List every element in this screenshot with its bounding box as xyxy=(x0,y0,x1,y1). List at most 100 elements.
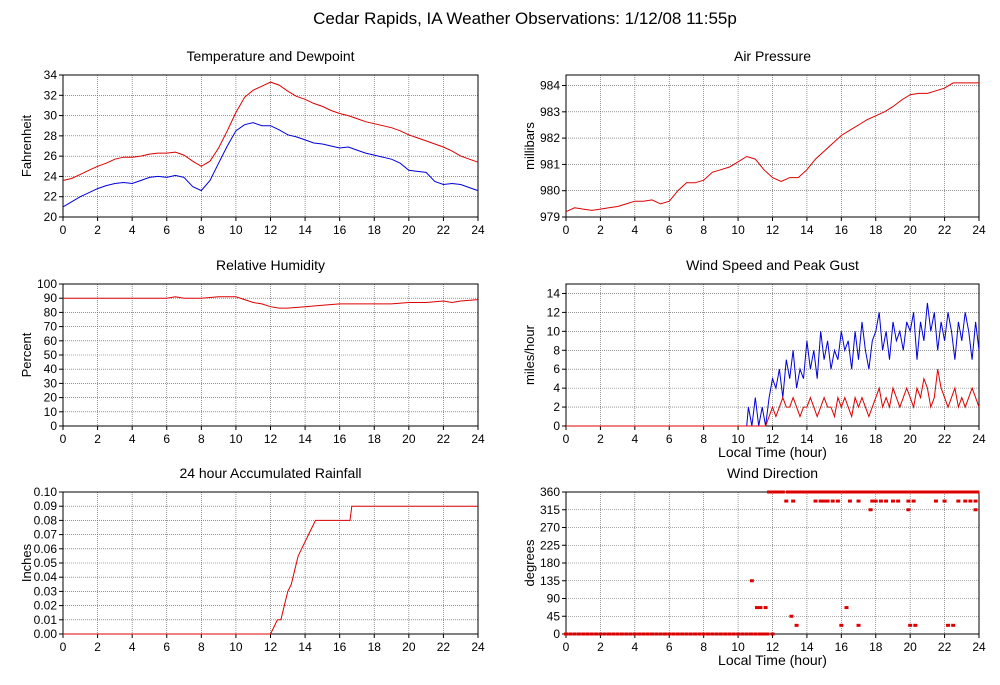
x-tick-label: 24 xyxy=(471,640,485,654)
data-point xyxy=(658,632,663,636)
x-axis-label: Local Time (hour) xyxy=(718,444,827,460)
data-point xyxy=(865,490,870,494)
data-point xyxy=(878,490,883,494)
data-point xyxy=(947,490,952,494)
data-point xyxy=(940,490,945,494)
x-tick-label: 10 xyxy=(229,640,243,654)
data-point xyxy=(770,490,775,494)
y-tick-label: 2 xyxy=(553,400,560,414)
chart-title: Temperature and Dewpoint xyxy=(186,48,354,64)
x-tick-label: 4 xyxy=(129,432,136,446)
chart-title: Relative Humidity xyxy=(216,257,325,273)
x-tick-label: 10 xyxy=(731,640,745,654)
x-axis-label: Local Time (hour) xyxy=(718,652,827,668)
x-tick-label: 8 xyxy=(198,640,205,654)
data-point xyxy=(875,490,880,494)
data-point xyxy=(973,508,978,512)
data-point xyxy=(944,490,949,494)
data-point xyxy=(671,632,676,636)
data-point xyxy=(806,490,811,494)
data-point xyxy=(615,632,620,636)
y-tick-label: 0.01 xyxy=(34,613,58,627)
data-point xyxy=(757,632,762,636)
x-tick-label: 14 xyxy=(800,432,814,446)
data-point xyxy=(837,490,842,494)
data-point xyxy=(714,632,719,636)
data-point xyxy=(667,632,672,636)
data-point xyxy=(858,490,863,494)
x-tick-label: 4 xyxy=(631,640,638,654)
series-line-1 xyxy=(566,302,980,427)
x-tick-label: 18 xyxy=(869,223,883,237)
data-point xyxy=(598,632,603,636)
data-point xyxy=(693,632,698,636)
data-point xyxy=(765,632,770,636)
y-tick-label: 0 xyxy=(50,419,57,433)
x-tick-label: 14 xyxy=(800,640,814,654)
x-tick-label: 22 xyxy=(938,432,952,446)
data-point xyxy=(909,490,914,494)
series-line-2 xyxy=(62,122,479,208)
y-tick-label: 40 xyxy=(44,362,58,376)
x-tick-label: 10 xyxy=(731,432,745,446)
x-tick-label: 18 xyxy=(368,432,382,446)
data-point xyxy=(954,490,959,494)
data-point xyxy=(963,499,968,503)
data-point xyxy=(971,490,976,494)
x-tick-label: 8 xyxy=(700,223,707,237)
data-point xyxy=(911,499,916,503)
y-tick-label: 0.08 xyxy=(34,513,58,527)
data-point xyxy=(868,508,873,512)
y-tick-label: 34 xyxy=(44,68,58,82)
x-tick-label: 4 xyxy=(631,223,638,237)
data-point xyxy=(581,632,586,636)
chart-title: Air Pressure xyxy=(734,48,811,64)
y-tick-label: 0.03 xyxy=(34,584,58,598)
data-point xyxy=(951,490,956,494)
x-tick-label: 16 xyxy=(333,432,347,446)
page-title: Cedar Rapids, IA Weather Observations: 1… xyxy=(313,9,737,28)
y-tick-label: 360 xyxy=(540,485,560,499)
x-tick-label: 2 xyxy=(94,432,101,446)
data-point xyxy=(961,490,966,494)
data-point xyxy=(927,490,932,494)
y-tick-label: 0.07 xyxy=(34,528,58,542)
x-tick-label: 14 xyxy=(298,223,312,237)
data-point xyxy=(830,490,835,494)
data-point xyxy=(906,508,911,512)
y-tick-label: 60 xyxy=(44,334,58,348)
data-point xyxy=(913,490,918,494)
data-point xyxy=(903,490,908,494)
y-tick-label: 0 xyxy=(553,627,560,641)
data-point xyxy=(723,632,728,636)
data-point xyxy=(749,579,754,583)
data-point xyxy=(718,632,723,636)
chart-title: 24 hour Accumulated Rainfall xyxy=(179,465,361,481)
data-point xyxy=(854,490,859,494)
x-tick-label: 22 xyxy=(938,640,952,654)
data-point xyxy=(628,632,633,636)
y-tick-label: 26 xyxy=(44,149,58,163)
x-tick-label: 14 xyxy=(800,223,814,237)
y-tick-label: 90 xyxy=(547,592,561,606)
series-line-1 xyxy=(565,82,979,213)
x-tick-label: 12 xyxy=(766,223,780,237)
x-tick-label: 18 xyxy=(368,640,382,654)
y-tick-label: 10 xyxy=(547,324,561,338)
y-tick-label: 100 xyxy=(37,277,57,291)
data-point xyxy=(641,632,646,636)
data-point xyxy=(763,606,768,610)
y-tick-label: 0.06 xyxy=(34,542,58,556)
x-tick-label: 10 xyxy=(229,432,243,446)
y-tick-label: 982 xyxy=(540,131,560,145)
y-tick-label: 0 xyxy=(553,419,560,433)
x-tick-label: 0 xyxy=(563,640,570,654)
chart-temp: 0 2 4 6 8 10 12 14 16 18 20 22 242022242628303234Tem… xyxy=(19,48,485,237)
data-point xyxy=(916,490,921,494)
y-tick-label: 12 xyxy=(547,305,561,319)
data-point xyxy=(572,632,577,636)
x-tick-label: 22 xyxy=(938,223,952,237)
data-point xyxy=(813,499,818,503)
data-point xyxy=(602,632,607,636)
data-point xyxy=(818,499,823,503)
